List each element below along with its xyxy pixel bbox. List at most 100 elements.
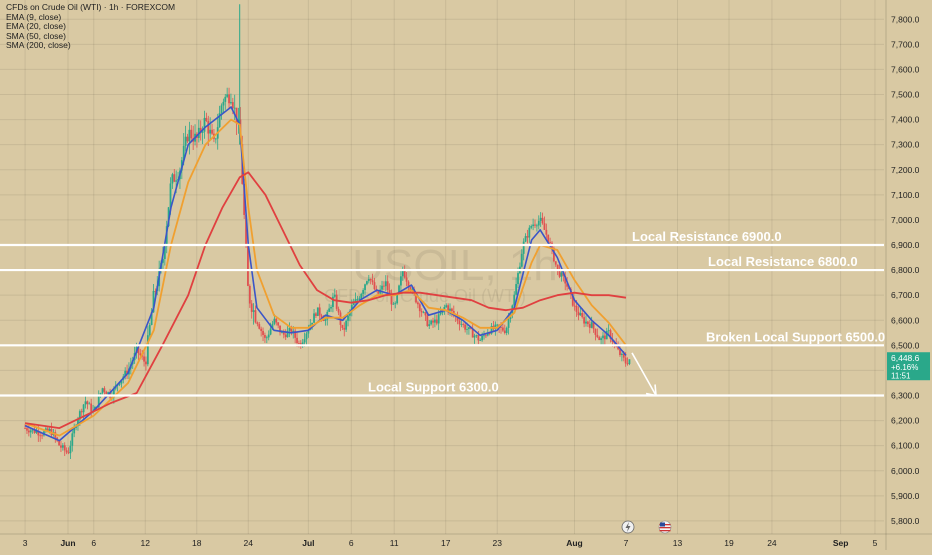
candle-body	[547, 234, 550, 242]
candle-body	[126, 370, 128, 375]
candle-body	[477, 335, 480, 341]
candle-64	[145, 356, 147, 371]
candle-189	[381, 280, 383, 296]
candle-50	[118, 383, 121, 387]
candle-body	[409, 287, 412, 291]
price-axis[interactable]: 5,800.0 5,900.0 6,000.0 6,100.0 6,200.0 6,300…	[885, 0, 932, 550]
candle-body	[462, 324, 465, 325]
candle-body	[69, 445, 72, 454]
y-tick-label: 6,200.0	[891, 416, 920, 426]
candle-body	[556, 264, 559, 270]
indicator-sma200[interactable]: SMA (200, close)	[6, 40, 71, 51]
candle-307	[603, 332, 606, 346]
candle-body	[549, 241, 552, 243]
chart-legend: CFDs on Crude Oil (WTI) · 1h · FOREXCOM …	[6, 2, 176, 51]
candle-body	[311, 322, 314, 325]
candle-143	[294, 328, 297, 344]
candle-body	[264, 334, 266, 338]
candle-body	[398, 285, 400, 294]
candle-body	[475, 335, 478, 337]
candle-body	[535, 225, 538, 227]
candle-body	[148, 325, 151, 336]
candle-149	[305, 331, 308, 346]
event-icons	[621, 520, 672, 534]
candle-body	[505, 327, 508, 333]
level-label-3: Local Support 6300.0	[368, 380, 499, 395]
candle-body	[337, 308, 340, 313]
candle-body	[71, 433, 74, 446]
candle-body	[169, 183, 172, 208]
candle-body	[230, 102, 232, 104]
candle-179	[362, 288, 365, 298]
candle-body	[594, 328, 597, 335]
y-tick-label: 7,700.0	[891, 39, 920, 49]
candle-275	[543, 216, 546, 230]
candle-body	[154, 290, 157, 292]
candle-125	[260, 326, 263, 337]
candle-body	[105, 391, 108, 395]
candle-body	[445, 305, 448, 308]
candle-body	[220, 105, 223, 114]
candle-168	[341, 324, 344, 331]
candle-259	[513, 291, 516, 307]
candle-body	[294, 330, 297, 338]
candle-body	[435, 319, 438, 324]
candle-122	[254, 305, 257, 324]
candle-body	[484, 335, 487, 337]
candle-body	[403, 270, 406, 278]
candle-278	[549, 237, 552, 245]
candle-body	[31, 429, 34, 431]
candle-170	[345, 319, 348, 333]
candle-body	[377, 290, 380, 294]
candle-32	[84, 395, 87, 409]
candle-body	[145, 361, 147, 365]
indicator-sma50[interactable]: SMA (50, close)	[6, 30, 66, 41]
candle-body	[471, 328, 474, 338]
candle-305	[600, 336, 603, 346]
y-tick-label: 7,400.0	[891, 115, 920, 125]
candle-body	[590, 322, 593, 328]
candle-body	[339, 312, 342, 325]
candle-body	[199, 127, 202, 133]
candle-body	[619, 349, 621, 355]
candle-99	[211, 123, 213, 135]
x-tick-label: 18	[192, 538, 202, 548]
candle-body	[507, 318, 510, 328]
candle-3	[29, 428, 32, 438]
candle-211	[422, 310, 425, 314]
candle-291	[573, 300, 576, 311]
candle-body	[333, 294, 336, 297]
candle-88	[190, 125, 193, 143]
flash-icon-bolt	[625, 522, 631, 532]
x-tick-label: 24	[767, 538, 777, 548]
candle-155	[316, 307, 319, 317]
candle-body	[97, 396, 100, 408]
candle-120	[250, 300, 253, 319]
candle-body	[530, 226, 533, 228]
candle-body	[373, 282, 376, 290]
candle-body	[78, 411, 81, 420]
candle-301	[592, 321, 595, 333]
candle-body	[603, 335, 606, 340]
candle-203	[407, 280, 410, 292]
candle-body	[483, 335, 485, 337]
candle-body	[447, 305, 450, 311]
candle-body	[277, 322, 280, 326]
candle-body	[560, 272, 563, 277]
candle-body	[424, 312, 427, 316]
indicator-ema20[interactable]: EMA (20, close)	[6, 21, 66, 32]
ema20-line	[24, 118, 627, 437]
time-axis[interactable]: 3 Jun 6 12 18 24 Jul 6 11 17 23 Aug 7 13 19 24 Sep 5	[0, 533, 932, 548]
candle-body	[281, 332, 283, 334]
symbol-line[interactable]: CFDs on Crude Oil (WTI) · 1h · FOREXCOM	[6, 2, 176, 12]
candle-body	[247, 246, 249, 286]
x-tick-label: Jun	[60, 538, 75, 548]
candle-body	[29, 430, 32, 433]
candle-299	[588, 320, 591, 334]
candle-body	[624, 357, 627, 364]
indicator-ema9[interactable]: EMA (9, close)	[6, 11, 62, 22]
y-tick-label: 7,200.0	[891, 165, 920, 175]
candle-body	[468, 327, 470, 330]
